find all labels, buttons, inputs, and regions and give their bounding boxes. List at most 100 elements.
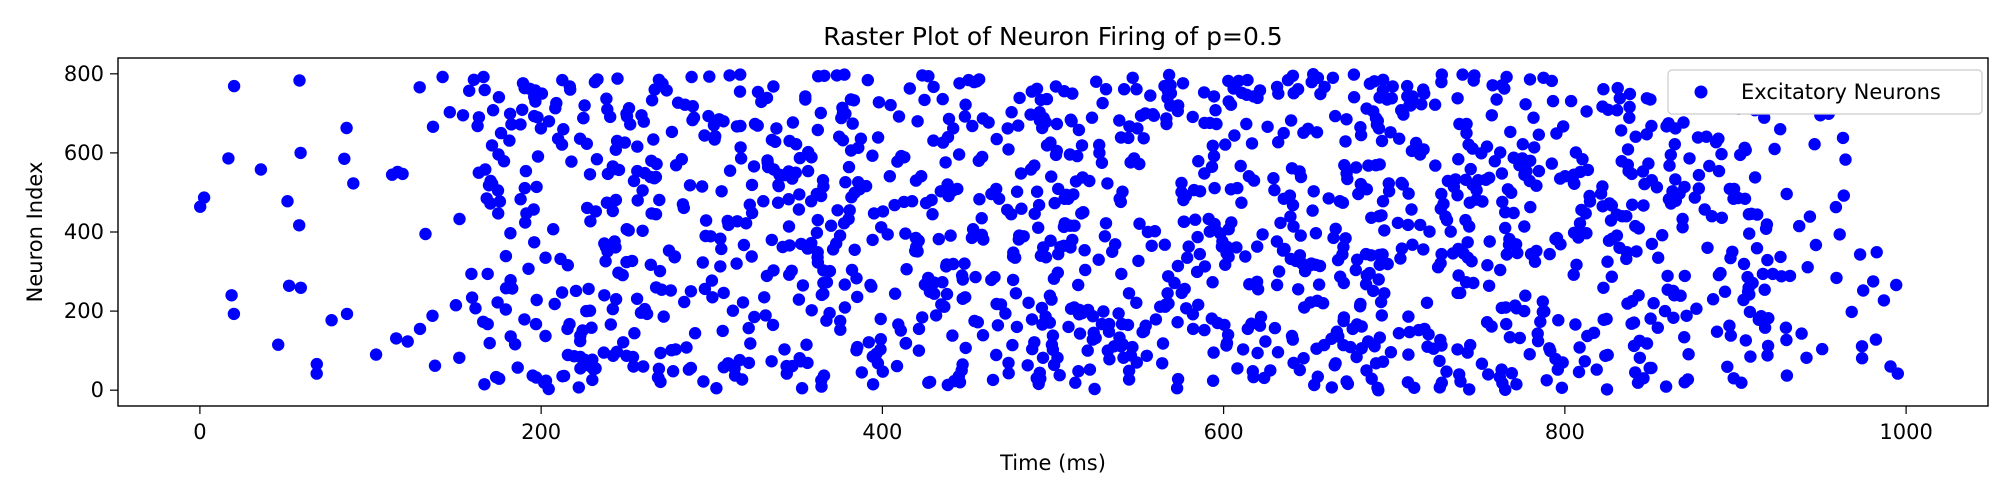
spike-point bbox=[1463, 220, 1476, 233]
spike-point bbox=[634, 306, 648, 319]
spike-point bbox=[1504, 125, 1517, 139]
spike-point bbox=[1156, 357, 1169, 370]
spike-point bbox=[770, 122, 783, 135]
spike-point bbox=[929, 309, 943, 322]
spike-point bbox=[645, 94, 659, 107]
spike-point bbox=[1048, 196, 1061, 210]
spike-point bbox=[1737, 293, 1750, 307]
spike-point bbox=[1556, 356, 1569, 369]
spike-point bbox=[862, 336, 875, 349]
spike-point bbox=[1284, 114, 1298, 127]
spike-point bbox=[598, 289, 611, 302]
spike-point bbox=[1136, 325, 1149, 339]
spike-point bbox=[1141, 225, 1155, 239]
spike-point bbox=[1071, 149, 1084, 163]
spike-point bbox=[1718, 285, 1732, 298]
spike-point bbox=[970, 75, 984, 88]
spike-point bbox=[611, 72, 624, 85]
spike-point bbox=[1002, 143, 1015, 156]
spike-point bbox=[1022, 296, 1035, 309]
spike-point bbox=[1466, 142, 1479, 155]
spike-point bbox=[1384, 126, 1397, 139]
legend-box bbox=[1667, 69, 1983, 115]
spike-point bbox=[1209, 104, 1222, 117]
spike-point bbox=[1433, 381, 1447, 394]
spike-point bbox=[654, 346, 667, 360]
spike-point bbox=[1285, 162, 1299, 175]
spike-point bbox=[1347, 91, 1361, 104]
spike-point bbox=[1569, 318, 1582, 331]
spike-point bbox=[1743, 305, 1757, 319]
spike-point bbox=[1668, 138, 1682, 151]
spike-point bbox=[789, 138, 803, 151]
spike-point bbox=[600, 92, 613, 105]
spike-point bbox=[1354, 177, 1368, 191]
spike-point bbox=[1380, 93, 1394, 106]
spike-point bbox=[1219, 258, 1232, 271]
spike-point bbox=[1401, 90, 1414, 103]
spike-point bbox=[911, 115, 924, 128]
spike-point bbox=[1470, 183, 1483, 197]
spike-point bbox=[1496, 376, 1509, 390]
spike-point bbox=[1891, 367, 1905, 380]
spike-point bbox=[883, 170, 896, 183]
spike-point bbox=[793, 151, 807, 165]
spike-point bbox=[1603, 197, 1616, 210]
spike-point bbox=[1108, 340, 1121, 353]
spike-point bbox=[1505, 186, 1518, 199]
spike-point bbox=[866, 149, 879, 162]
spike-point bbox=[1735, 376, 1748, 389]
spike-point bbox=[1745, 207, 1758, 220]
spike-point bbox=[1402, 310, 1415, 323]
spike-point bbox=[1032, 221, 1045, 234]
spike-point bbox=[478, 83, 491, 97]
spike-point bbox=[1415, 98, 1428, 111]
spike-point bbox=[1574, 165, 1587, 179]
spike-point bbox=[1192, 155, 1205, 168]
spike-point bbox=[1007, 246, 1020, 259]
spike-point bbox=[745, 178, 759, 192]
spike-point bbox=[1464, 162, 1477, 176]
spike-point bbox=[1172, 99, 1185, 112]
spike-point bbox=[1580, 105, 1593, 118]
spike-point bbox=[1015, 202, 1028, 215]
spike-point bbox=[1678, 180, 1691, 194]
spike-point bbox=[1222, 95, 1235, 108]
spike-point bbox=[1743, 227, 1756, 240]
spike-point bbox=[1322, 192, 1335, 205]
spike-point bbox=[925, 193, 938, 207]
spike-point bbox=[1412, 323, 1425, 337]
spike-point bbox=[966, 119, 979, 133]
spike-point bbox=[1025, 313, 1039, 326]
spike-point bbox=[511, 361, 524, 374]
spike-point bbox=[1516, 138, 1530, 151]
spike-point bbox=[805, 151, 818, 164]
spike-point bbox=[456, 109, 470, 122]
spike-point bbox=[1378, 224, 1391, 237]
spike-point bbox=[1761, 349, 1774, 362]
spike-point bbox=[1140, 349, 1154, 362]
spike-point bbox=[635, 109, 648, 122]
spike-point bbox=[888, 287, 902, 300]
spike-point bbox=[1855, 352, 1869, 365]
spike-point bbox=[1414, 218, 1427, 232]
spike-point bbox=[1528, 141, 1541, 154]
spike-point bbox=[1688, 191, 1702, 204]
spike-point bbox=[588, 75, 602, 89]
spike-point bbox=[1610, 104, 1624, 117]
spike-point bbox=[1284, 210, 1297, 223]
spike-point bbox=[1034, 93, 1048, 107]
spike-point bbox=[1406, 238, 1419, 251]
spike-point bbox=[1692, 168, 1706, 182]
spike-point bbox=[608, 162, 621, 176]
spike-point bbox=[684, 285, 698, 298]
spike-point bbox=[1643, 361, 1656, 375]
spike-point bbox=[1113, 192, 1126, 205]
spike-point bbox=[1259, 335, 1272, 348]
spike-point bbox=[1435, 247, 1448, 261]
spike-point bbox=[959, 341, 972, 355]
spike-point bbox=[1206, 374, 1220, 387]
spike-point bbox=[636, 184, 649, 197]
spike-point bbox=[1621, 143, 1635, 156]
spike-point bbox=[1401, 79, 1414, 93]
